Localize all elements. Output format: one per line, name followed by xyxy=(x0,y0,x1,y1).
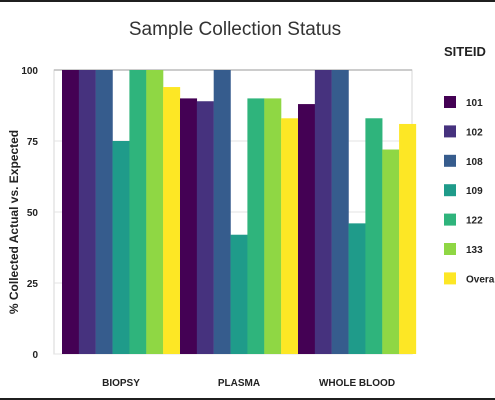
legend-swatch xyxy=(444,96,456,108)
bar-102-plasma xyxy=(196,101,214,355)
y-tick-label: 75 xyxy=(27,137,39,148)
chart-title: Sample Collection Status xyxy=(129,19,341,40)
bar-101-whole-blood xyxy=(298,104,316,354)
bar-101-biopsy xyxy=(62,70,80,354)
legend-label: 133 xyxy=(466,245,483,256)
legend-swatch xyxy=(444,272,456,285)
legend-label: 102 xyxy=(466,127,483,138)
bar-133-whole-blood xyxy=(382,149,400,354)
bar-101-plasma xyxy=(180,98,198,355)
bottom-frame-line xyxy=(0,398,495,400)
legend-label: 109 xyxy=(466,186,483,197)
bar-102-whole-blood xyxy=(314,70,332,354)
legend-label: 122 xyxy=(466,216,483,227)
plot-area: 0 25 50 75 100 BIOPSY PLASMA WHOLE BLOOD xyxy=(21,66,417,389)
y-tick-label: 25 xyxy=(27,279,39,290)
y-tick-label: 0 xyxy=(32,350,38,361)
legend-label: 108 xyxy=(466,157,483,168)
bar-133-plasma xyxy=(264,98,282,355)
bar-133-biopsy xyxy=(146,70,164,354)
bar-108-whole-blood xyxy=(331,70,349,354)
legend-label: Overall xyxy=(466,274,495,285)
top-frame-line xyxy=(0,0,495,2)
legend-swatch xyxy=(444,184,456,197)
bar-overall-whole-blood xyxy=(399,123,417,355)
bar-109-plasma xyxy=(230,234,248,354)
legend-swatch xyxy=(444,154,456,167)
bar-109-biopsy xyxy=(112,141,130,354)
x-tick-label: PLASMA xyxy=(218,378,260,389)
x-tick-label: WHOLE BLOOD xyxy=(319,378,395,389)
bar-122-whole-blood xyxy=(365,118,383,354)
legend: 101 102 108 109 122 133 Overall xyxy=(444,96,495,285)
x-tick-label: BIOPSY xyxy=(102,378,140,389)
bar-102-biopsy xyxy=(78,70,96,354)
y-tick-label: 50 xyxy=(27,208,39,219)
bar-109-whole-blood xyxy=(348,223,366,354)
bar-108-biopsy xyxy=(95,70,113,354)
legend-title: SITEID xyxy=(444,44,486,59)
bar-overall-plasma xyxy=(281,118,299,354)
bar-overall-biopsy xyxy=(163,87,181,354)
bar-122-biopsy xyxy=(129,70,147,354)
y-axis-title: % Collected Actual vs. Expected xyxy=(7,130,21,314)
y-tick-label: 100 xyxy=(21,66,38,77)
legend-swatch xyxy=(444,125,456,138)
legend-swatch xyxy=(444,243,456,255)
bar-108-plasma xyxy=(213,70,231,354)
bar-122-plasma xyxy=(247,98,265,355)
legend-label: 101 xyxy=(466,98,483,109)
legend-swatch xyxy=(444,213,456,226)
